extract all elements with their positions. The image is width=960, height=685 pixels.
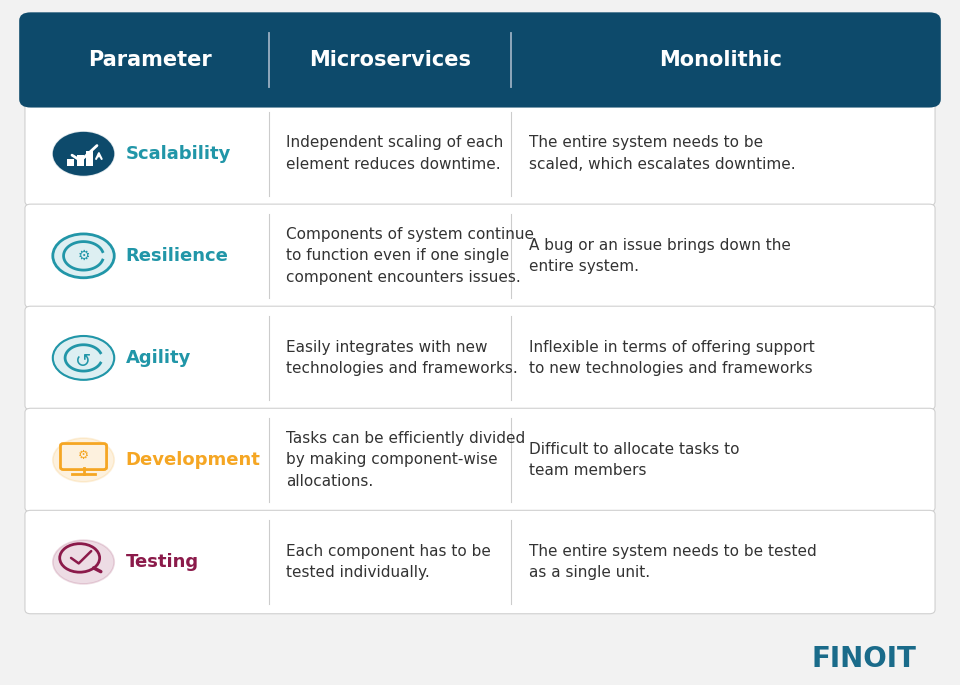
Text: Agility: Agility bbox=[126, 349, 191, 367]
FancyBboxPatch shape bbox=[25, 204, 935, 308]
Text: Independent scaling of each
element reduces downtime.: Independent scaling of each element redu… bbox=[286, 136, 503, 172]
Text: Parameter: Parameter bbox=[88, 50, 211, 70]
Text: Monolithic: Monolithic bbox=[659, 50, 781, 70]
Circle shape bbox=[53, 438, 114, 482]
Text: Easily integrates with new
technologies and frameworks.: Easily integrates with new technologies … bbox=[286, 340, 517, 376]
FancyBboxPatch shape bbox=[67, 160, 74, 166]
Circle shape bbox=[53, 336, 114, 380]
Text: Resilience: Resilience bbox=[126, 247, 228, 265]
FancyBboxPatch shape bbox=[25, 102, 935, 206]
FancyBboxPatch shape bbox=[25, 408, 935, 512]
Text: ⚙: ⚙ bbox=[77, 249, 90, 263]
Circle shape bbox=[53, 132, 114, 176]
Text: The entire system needs to be
scaled, which escalates downtime.: The entire system needs to be scaled, wh… bbox=[529, 136, 795, 172]
Text: Microservices: Microservices bbox=[309, 50, 471, 70]
Text: ↺: ↺ bbox=[75, 352, 92, 371]
Circle shape bbox=[53, 234, 114, 278]
Text: Difficult to allocate tasks to
team members: Difficult to allocate tasks to team memb… bbox=[529, 442, 739, 478]
Circle shape bbox=[53, 540, 114, 584]
Text: FINOIT: FINOIT bbox=[812, 645, 917, 673]
Text: Tasks can be efficiently divided
by making component-wise
allocations.: Tasks can be efficiently divided by maki… bbox=[286, 431, 525, 489]
FancyBboxPatch shape bbox=[77, 155, 84, 166]
FancyBboxPatch shape bbox=[19, 12, 941, 108]
Text: Components of system continue
to function even if one single
component encounter: Components of system continue to functio… bbox=[286, 227, 534, 285]
Text: ⚙: ⚙ bbox=[78, 449, 89, 462]
Text: The entire system needs to be tested
as a single unit.: The entire system needs to be tested as … bbox=[529, 544, 816, 580]
FancyBboxPatch shape bbox=[25, 306, 935, 410]
Text: A bug or an issue brings down the
entire system.: A bug or an issue brings down the entire… bbox=[529, 238, 791, 274]
Text: Scalability: Scalability bbox=[126, 145, 231, 163]
Text: Each component has to be
tested individually.: Each component has to be tested individu… bbox=[286, 544, 491, 580]
Text: Testing: Testing bbox=[126, 553, 199, 571]
Text: Development: Development bbox=[126, 451, 260, 469]
Text: Inflexible in terms of offering support
to new technologies and frameworks: Inflexible in terms of offering support … bbox=[529, 340, 814, 376]
FancyBboxPatch shape bbox=[25, 510, 935, 614]
Circle shape bbox=[53, 132, 114, 176]
FancyBboxPatch shape bbox=[86, 151, 93, 166]
